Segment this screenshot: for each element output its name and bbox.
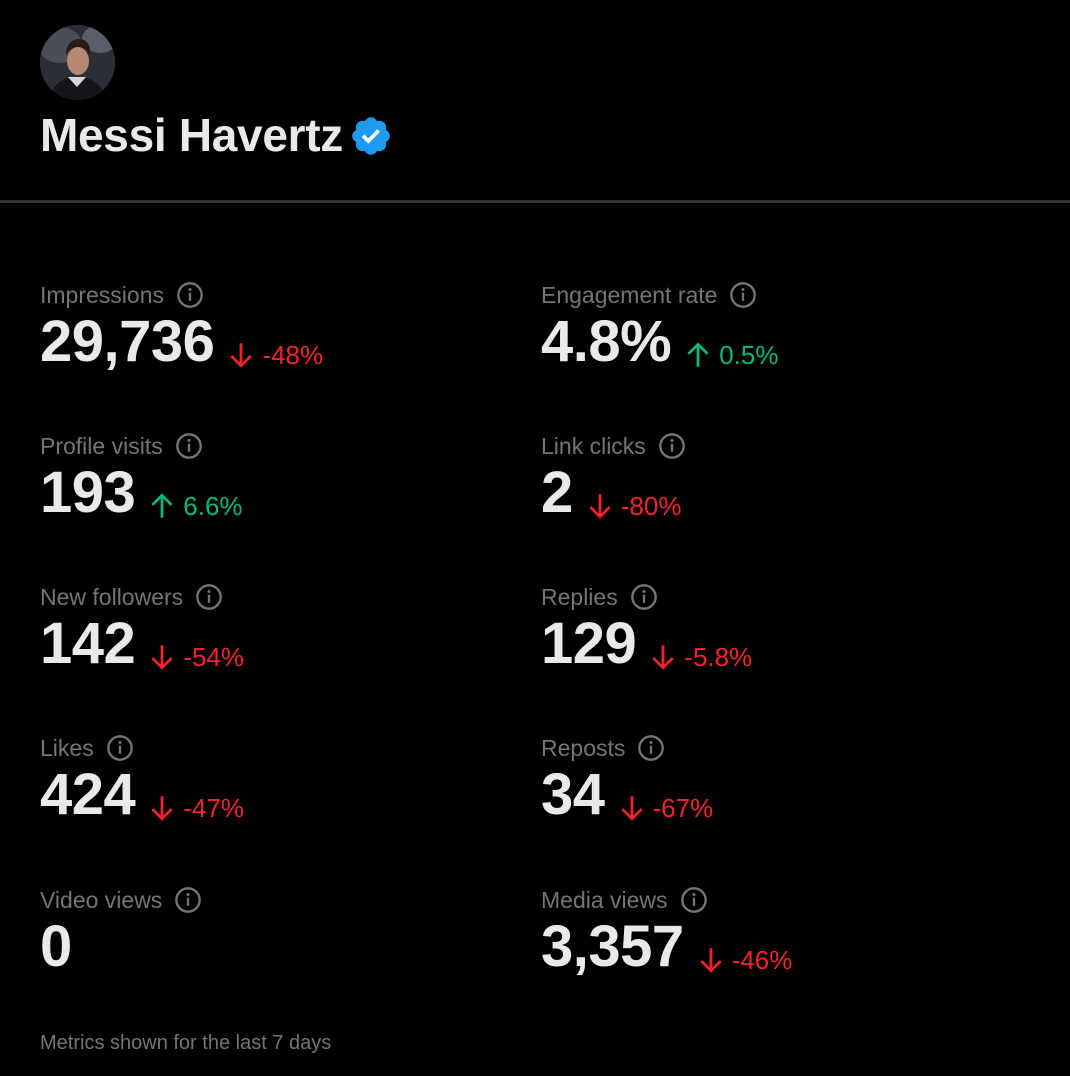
metric-value: 424	[40, 762, 136, 827]
metric-label: New followers	[40, 583, 184, 610]
metric-change: -48%	[228, 340, 323, 370]
metric-value: 2	[541, 460, 573, 525]
metric-value: 0	[40, 914, 72, 979]
metric-label: Link clicks	[541, 432, 646, 459]
info-icon[interactable]	[195, 583, 223, 611]
arrow-down-icon	[652, 645, 674, 670]
metric-profile-visits: Profile visits 193 6.6%	[40, 431, 520, 551]
arrow-down-icon	[620, 796, 643, 821]
metric-value: 142	[40, 611, 136, 676]
metric-change: -5.8%	[650, 642, 752, 672]
arrow-down-icon	[700, 948, 722, 973]
profile-photo-icon	[40, 25, 115, 100]
info-icon[interactable]	[680, 886, 708, 914]
metric-change: 0.5%	[685, 340, 778, 370]
arrow-up-icon	[151, 493, 173, 518]
metric-label: Video views	[40, 886, 163, 913]
metric-change-value: 0.5%	[719, 340, 779, 370]
metric-value: 34	[541, 762, 605, 827]
metric-change: -54%	[149, 642, 244, 672]
metric-value: 4.8%	[541, 309, 672, 374]
arrow-up-icon	[687, 342, 709, 367]
name-row: Messi Havertz	[40, 108, 393, 162]
metric-reposts: Reposts 34 -67%	[541, 733, 1021, 853]
metric-video-views: Video views 0	[40, 885, 520, 1005]
verified-badge-icon[interactable]	[349, 114, 393, 158]
metric-value: 129	[541, 611, 637, 676]
metric-label: Engagement rate	[541, 281, 718, 308]
metric-change: -47%	[149, 793, 244, 823]
metric-label: Reposts	[541, 734, 626, 761]
metric-value: 193	[40, 460, 136, 525]
info-icon[interactable]	[175, 432, 203, 460]
info-icon[interactable]	[176, 281, 204, 309]
info-icon[interactable]	[637, 734, 665, 762]
metric-value: 3,357	[541, 914, 684, 979]
arrow-down-icon	[230, 343, 253, 368]
metric-impressions: Impressions 29,736 -48%	[40, 280, 520, 400]
metric-change-value: -54%	[183, 642, 244, 672]
metric-change: -67%	[619, 793, 714, 823]
metric-engagement-rate: Engagement rate 4.8% 0.5%	[541, 280, 1021, 400]
metric-media-views: Media views 3,357 -46%	[541, 885, 1021, 1005]
metric-label: Replies	[541, 583, 618, 610]
metric-new-followers: New followers 142 -54%	[40, 582, 520, 702]
metric-change-value: -46%	[731, 945, 793, 975]
metric-label: Impressions	[40, 281, 164, 308]
metric-change-value: -5.8%	[684, 642, 753, 672]
metric-change: 6.6%	[149, 491, 243, 521]
info-icon[interactable]	[630, 583, 658, 611]
metric-label: Profile visits	[40, 432, 163, 459]
info-icon[interactable]	[106, 734, 134, 762]
arrow-down-icon	[151, 796, 173, 821]
metric-change-value: -67%	[652, 793, 714, 823]
metric-label: Media views	[541, 886, 668, 913]
avatar[interactable]	[40, 25, 115, 100]
metric-value: 29,736	[40, 309, 215, 374]
metric-likes: Likes 424 -47%	[40, 733, 520, 853]
metric-change-value: 6.6%	[183, 491, 243, 521]
metric-change: -80%	[587, 491, 682, 521]
metric-label: Likes	[40, 734, 94, 761]
metrics-period-note: Metrics shown for the last 7 days	[40, 1032, 332, 1054]
metric-link-clicks: Link clicks 2 -80%	[541, 431, 1021, 551]
metric-change-value: -47%	[183, 793, 244, 823]
metric-change-value: -48%	[262, 340, 324, 370]
profile-header: Messi Havertz	[0, 0, 1070, 203]
metric-change-value: -80%	[620, 491, 682, 521]
metric-replies: Replies 129 -5.8%	[541, 582, 1021, 702]
info-icon[interactable]	[658, 432, 686, 460]
arrow-down-icon	[151, 645, 173, 670]
info-icon[interactable]	[729, 281, 757, 309]
metric-change: -46%	[698, 945, 793, 975]
display-name[interactable]: Messi Havertz	[40, 109, 343, 161]
info-icon[interactable]	[174, 886, 202, 914]
arrow-down-icon	[589, 494, 611, 519]
